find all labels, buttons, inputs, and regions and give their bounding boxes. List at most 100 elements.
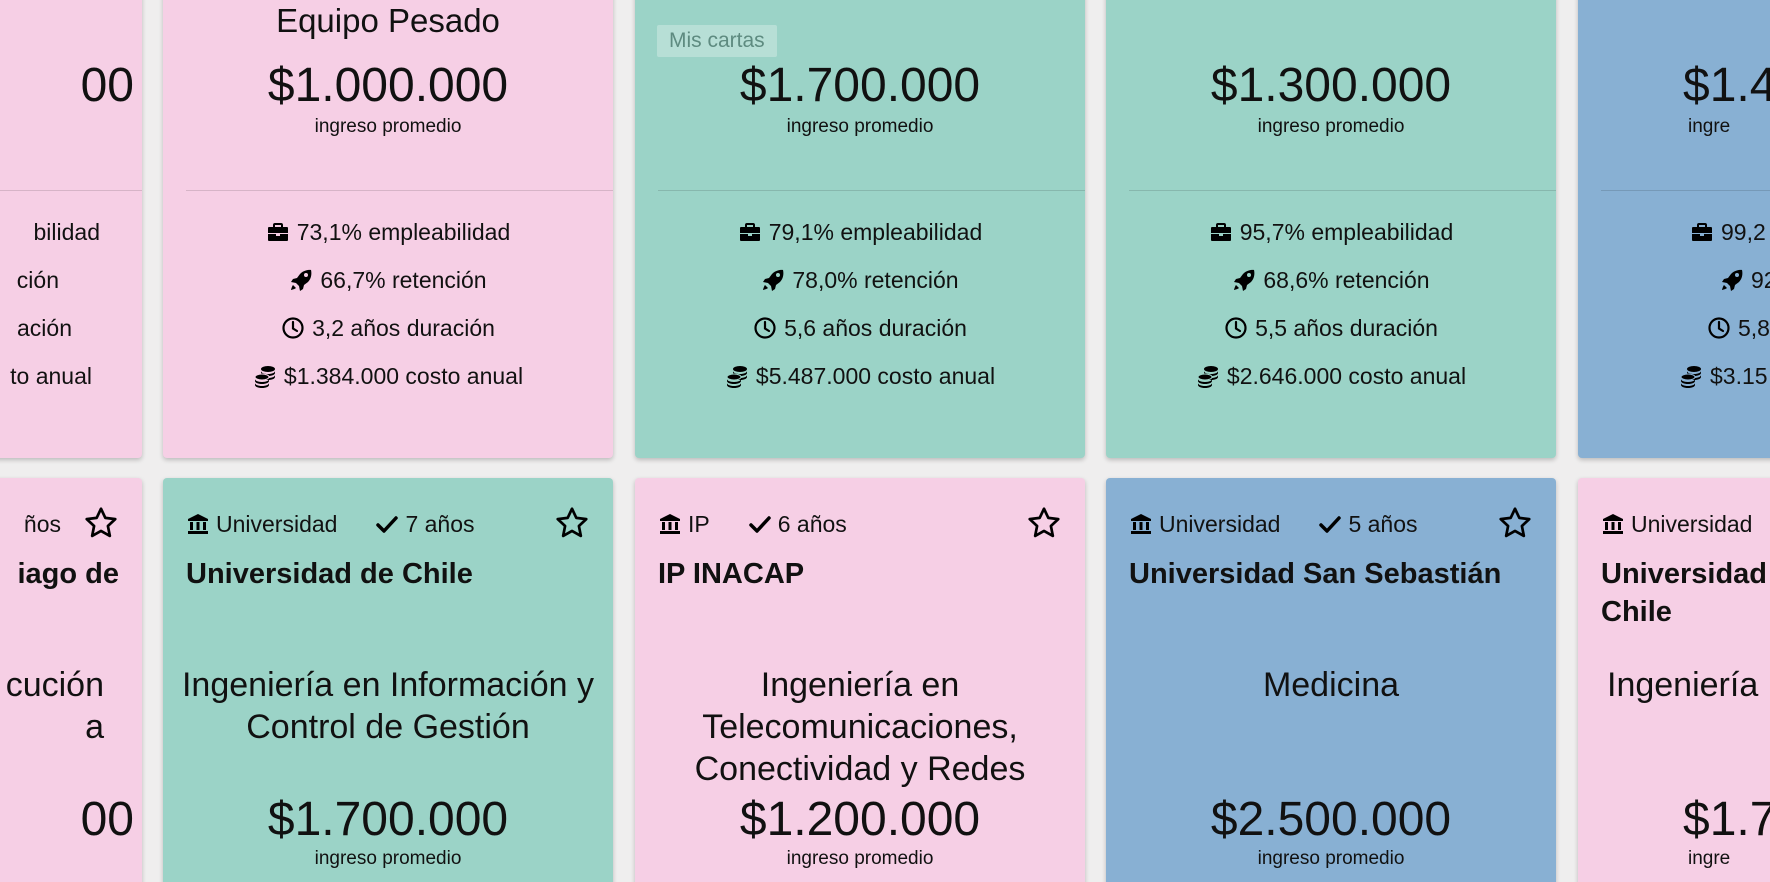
institution-name: iago de: [17, 558, 119, 590]
card-stats: bilidad ción ación to anual: [0, 218, 142, 410]
stat-retention: 78,0% retención: [635, 266, 1085, 314]
university-building-icon: [658, 512, 682, 536]
rocket-icon: [1232, 268, 1256, 292]
stat-retention: 66,7% retención: [163, 266, 613, 314]
card-divider: [0, 190, 142, 191]
stat-retention: 68,6% retención: [1106, 266, 1556, 314]
accreditation: 6 años: [748, 511, 847, 538]
card-stats: 73,1% empleabilidad 66,7% retención 3,2 …: [163, 218, 613, 410]
university-building-icon: [1601, 512, 1625, 536]
card-header: Universidad: [1601, 508, 1770, 540]
accreditation: ños: [23, 510, 61, 537]
institution-name: Universidad Chile: [1601, 558, 1767, 628]
income-label: ingreso promedio: [1257, 116, 1405, 137]
institution-name: Universidad San Sebastián: [1129, 558, 1502, 590]
rocket-icon: [289, 268, 313, 292]
career-card[interactable]: 00 bilidad ción ación to anual: [0, 0, 142, 458]
accreditation: 7 años: [375, 511, 475, 538]
stat-employability: 79,1% empleabilidad: [635, 218, 1085, 266]
stat-duration: ación: [17, 315, 72, 341]
career-card[interactable]: IP 6 años IP INACAP Ingeniería en Teleco…: [635, 478, 1085, 882]
my-cards-chip[interactable]: Mis cartas: [657, 25, 777, 57]
income-label: ingreso promedio: [314, 116, 462, 137]
average-income: $1.700.000: [739, 59, 981, 112]
university-building-icon: [1129, 512, 1153, 536]
stat-retention: ción: [16, 267, 59, 293]
career-name: Ingeniería en Telecomunicaciones, Conect…: [694, 666, 1026, 789]
career-card[interactable]: Equipo Pesado $1.000.000 ingreso promedi…: [163, 0, 613, 458]
clock-icon: [281, 316, 305, 340]
average-income: 00: [80, 59, 134, 112]
card-divider: [186, 190, 613, 191]
average-income: $1.7: [1683, 793, 1770, 846]
career-name: Medicina: [1262, 666, 1400, 704]
briefcase-icon: [266, 220, 290, 244]
career-name: Ingeniería: [1607, 666, 1759, 704]
career-card[interactable]: Universidad 5 años Universidad San Sebas…: [1106, 478, 1556, 882]
career-name: Equipo Pesado: [276, 2, 500, 39]
institution-type: Universidad: [1601, 511, 1752, 538]
career-card[interactable]: $1.4 ingre 99,2 92 5,8 $3.15: [1578, 0, 1770, 458]
stat-employability: 73,1% empleabilidad: [163, 218, 613, 266]
stat-duration: 3,2 años duración: [163, 314, 613, 362]
career-card[interactable]: Universidad Universidad Chile Ingeniería…: [1578, 478, 1770, 882]
stat-employability: 99,2: [1578, 218, 1770, 266]
stat-retention: 92: [1578, 266, 1770, 314]
stat-cost: $3.15: [1578, 362, 1770, 410]
card-header: IP 6 años: [658, 505, 1062, 541]
card-header: Universidad 5 años: [1129, 505, 1533, 541]
rocket-icon: [1720, 268, 1744, 292]
stat-cost: $2.646.000 costo anual: [1106, 362, 1556, 410]
career-card[interactable]: $1.300.000 ingreso promedio 95,7% emplea…: [1106, 0, 1556, 458]
check-icon: [748, 512, 772, 536]
average-income: $1.200.000: [739, 793, 981, 846]
card-stats: 99,2 92 5,8 $3.15: [1578, 218, 1770, 410]
income-label: ingre: [1688, 116, 1731, 137]
favorite-star-icon[interactable]: [83, 505, 119, 541]
institution-type: Universidad: [1129, 511, 1280, 538]
average-income: $1.300.000: [1210, 59, 1452, 112]
stat-duration: 5,5 años duración: [1106, 314, 1556, 362]
coins-icon: [253, 364, 277, 388]
career-name: cución a: [5, 666, 104, 747]
stat-duration: 5,6 años duración: [635, 314, 1085, 362]
average-income: $1.000.000: [267, 59, 509, 112]
card-stats: 79,1% empleabilidad 78,0% retención 5,6 …: [635, 218, 1085, 410]
card-header: Universidad 7 años: [186, 505, 590, 541]
income-label: ingreso promedio: [786, 116, 934, 137]
favorite-star-icon[interactable]: [1026, 505, 1062, 541]
clock-icon: [1224, 316, 1248, 340]
coins-icon: [725, 364, 749, 388]
average-income: $2.500.000: [1210, 793, 1452, 846]
card-divider: [1601, 190, 1770, 191]
stat-cost: to anual: [10, 363, 92, 389]
income-label: ingreso promedio: [314, 848, 462, 869]
accreditation: 5 años: [1318, 511, 1418, 538]
income-label: ingre: [1688, 848, 1731, 869]
income-label: ingreso promedio: [1257, 848, 1405, 869]
institution-name: Universidad de Chile: [186, 558, 473, 590]
stat-cost: $5.487.000 costo anual: [635, 362, 1085, 410]
stat-cost: $1.384.000 costo anual: [163, 362, 613, 410]
clock-icon: [1707, 316, 1731, 340]
institution-type: IP: [658, 511, 710, 538]
average-income: $1.4: [1683, 59, 1770, 112]
stat-duration: 5,8: [1578, 314, 1770, 362]
briefcase-icon: [738, 220, 762, 244]
career-card[interactable]: ños iago de cución a 00: [0, 478, 142, 882]
stat-employability: bilidad: [33, 219, 101, 245]
coins-icon: [1679, 364, 1703, 388]
institution-type: Universidad: [186, 511, 337, 538]
university-building-icon: [186, 512, 210, 536]
card-divider: [1129, 190, 1556, 191]
check-icon: [1318, 512, 1342, 536]
favorite-star-icon[interactable]: [1497, 505, 1533, 541]
career-card[interactable]: Mis cartas $1.700.000 ingreso promedio 7…: [635, 0, 1085, 458]
institution-name: IP INACAP: [658, 558, 805, 590]
rocket-icon: [761, 268, 785, 292]
career-name: Ingeniería en Información y Control de G…: [181, 666, 595, 747]
career-card[interactable]: Universidad 7 años Universidad de Chile …: [163, 478, 613, 882]
stat-employability: 95,7% empleabilidad: [1106, 218, 1556, 266]
favorite-star-icon[interactable]: [554, 505, 590, 541]
